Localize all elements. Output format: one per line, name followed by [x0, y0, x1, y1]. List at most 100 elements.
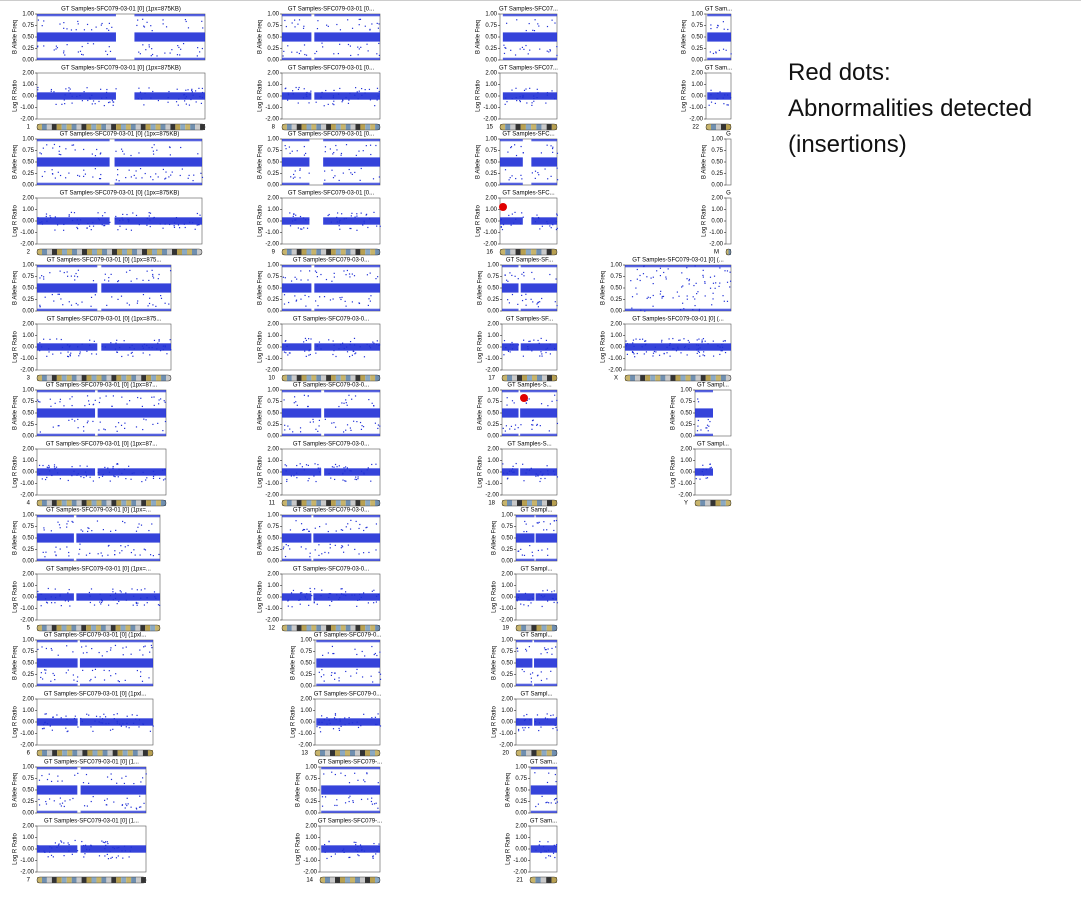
data-dot	[546, 651, 548, 654]
ideogram-band	[66, 625, 72, 631]
y-tick-label: -2.00	[689, 117, 703, 123]
chromosome-label: 15	[486, 125, 493, 131]
ideogram-band	[375, 249, 380, 255]
data-dot	[303, 394, 305, 396]
ideogram-band	[282, 249, 287, 255]
y-tick-label: -2.00	[485, 493, 499, 499]
data-dot	[324, 851, 326, 853]
data-dot	[185, 96, 188, 98]
data-dot	[556, 45, 558, 48]
data-dot	[158, 403, 160, 405]
data-dot	[295, 300, 297, 302]
ideogram-band	[660, 375, 666, 381]
data-dot	[53, 800, 55, 802]
chromosome-panel: GT Samples-SFC07...1.000.750.500.250.00G…	[483, 7, 558, 131]
data-dot	[338, 221, 341, 223]
data-dot	[324, 170, 326, 172]
data-dot	[338, 727, 340, 730]
data-dot	[531, 350, 533, 352]
data-dot	[379, 225, 381, 227]
data-band	[324, 468, 380, 476]
data-dot	[293, 475, 295, 477]
ideogram-band	[155, 124, 161, 130]
data-dot	[632, 351, 634, 354]
data-dot	[142, 18, 144, 20]
data-dot	[545, 850, 548, 852]
y-tick-label: 1.00	[515, 835, 527, 841]
data-dot	[141, 345, 144, 347]
y-tick-label: 0.50	[300, 661, 312, 667]
ideogram-band	[71, 375, 77, 381]
data-dot	[90, 678, 92, 681]
data-dot	[375, 278, 377, 280]
data-band	[114, 139, 202, 142]
data-dot	[179, 174, 181, 177]
data-dot	[351, 173, 353, 176]
data-dot	[366, 469, 368, 471]
y-tick-label: 0.00	[22, 434, 34, 440]
data-dot	[142, 428, 144, 431]
data-dot	[635, 287, 637, 289]
data-dot	[357, 54, 359, 56]
ideogram-band	[526, 750, 532, 756]
data-dot	[718, 49, 720, 51]
chromosome-label: 22	[692, 125, 699, 131]
y-tick-label: 1.00	[485, 137, 497, 143]
data-dot	[94, 676, 96, 678]
data-dot	[345, 274, 347, 276]
data-dot	[530, 467, 532, 469]
data-dot	[504, 430, 506, 432]
data-dot	[555, 519, 558, 522]
data-dot	[370, 480, 372, 482]
data-band	[323, 139, 380, 142]
ideogram-outline	[281, 499, 381, 507]
chromosome-panel: GT Samples-SFC079-03-0...1.000.750.500.2…	[265, 258, 381, 382]
data-dot	[149, 554, 152, 556]
data-dot	[717, 98, 719, 100]
data-dot	[135, 170, 137, 172]
data-dot	[112, 101, 114, 103]
data-dot	[539, 301, 541, 303]
panel-title: GT Samples-SFC079-...	[318, 760, 383, 766]
data-dot	[549, 273, 551, 276]
data-dot	[57, 780, 59, 782]
y-axis-label: B Allele Freq	[13, 773, 19, 807]
data-dot	[101, 718, 104, 720]
data-dot	[145, 479, 147, 481]
data-dot	[505, 347, 507, 349]
data-dot	[517, 303, 519, 305]
data-dot	[190, 98, 192, 101]
data-dot	[353, 344, 356, 346]
data-dot	[699, 347, 701, 349]
data-dot	[328, 339, 330, 341]
data-dot	[537, 339, 539, 342]
data-dot	[297, 227, 299, 229]
data-dot	[287, 45, 289, 47]
data-dot	[506, 22, 508, 24]
data-dot	[77, 772, 79, 775]
data-dot	[43, 727, 45, 729]
data-dot	[519, 96, 521, 98]
data-dot	[367, 798, 369, 800]
ideogram-band	[132, 750, 138, 756]
data-dot	[553, 601, 555, 604]
data-dot	[122, 219, 124, 221]
data-dot	[345, 526, 347, 528]
data-dot	[508, 302, 511, 304]
data-dot	[356, 721, 358, 723]
ideogram-band	[710, 500, 716, 506]
y-tick-label: 0.00	[487, 345, 499, 351]
data-dot	[114, 348, 117, 350]
panel-title: GT Samples-SFC079-03-0...	[293, 383, 370, 389]
y-tick-label: 0.00	[680, 434, 692, 440]
data-dot	[131, 344, 133, 347]
ideogram-band	[522, 500, 527, 506]
data-dot	[58, 524, 61, 526]
data-dot	[363, 220, 365, 222]
data-dot	[315, 428, 317, 430]
data-dot	[108, 22, 110, 25]
data-dot	[354, 94, 356, 96]
ideogram-band	[721, 124, 726, 130]
data-dot	[42, 724, 45, 726]
data-band	[282, 265, 312, 268]
